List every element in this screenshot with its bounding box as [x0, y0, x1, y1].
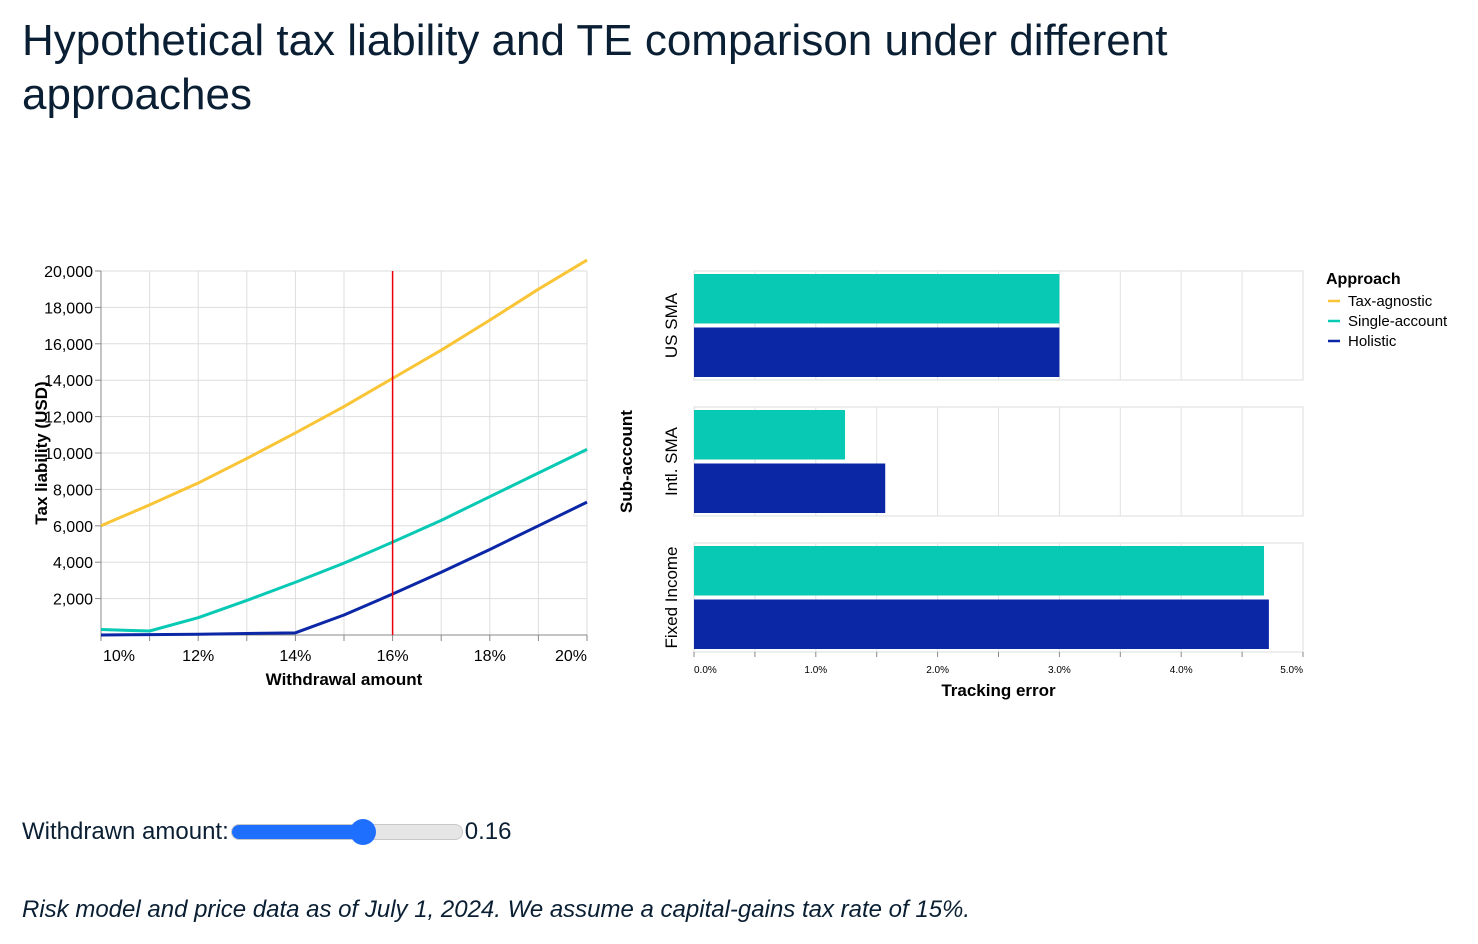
series-line-single-account [100, 448, 588, 633]
slider-thumb[interactable] [349, 819, 376, 845]
withdrawn-amount-control: Withdrawn amount: 0.16 [22, 812, 511, 852]
y-axis-title: Tax liability (USD) [32, 381, 51, 524]
row-label: Intl. SMA [662, 426, 681, 496]
y-tick-label: 8,000 [53, 482, 93, 499]
x-tick-label: 20% [555, 648, 587, 665]
y-tick-label: 2,000 [53, 592, 93, 609]
x-tick-label: 1.0% [804, 665, 827, 676]
bar-us-sma-single-account [694, 274, 1060, 324]
x-tick-label: 14% [279, 648, 311, 665]
series-line-holistic [100, 500, 588, 637]
x-axis-title: Tracking error [941, 681, 1056, 700]
charts-canvas: 2,000 4,000 6,000 8,000 10,000 12,000 14,000 16… [32, 258, 1448, 700]
bar-intl-sma-holistic [694, 463, 886, 513]
y-tick-label: 14,000 [44, 373, 93, 390]
approach-legend: Approach Tax-agnostic Single-account Holist… [1326, 271, 1448, 350]
series-line-tax-agnostic [100, 258, 588, 528]
x-tick-label: 18% [474, 648, 506, 665]
x-tick-label: 2.0% [926, 665, 949, 676]
legend-title: Approach [1326, 271, 1401, 288]
x-axis-title: Withdrawal amount [266, 670, 423, 689]
tracking-error-bar-chart: US SMA Intl. SMA Fixed Income 0.0% 1.0% 2.0% 3… [617, 270, 1304, 700]
slider-label: Withdrawn amount: [22, 818, 229, 845]
bar-us-sma-holistic [694, 327, 1060, 377]
y-tick-label: 16,000 [44, 337, 93, 354]
y-tick-label: 20,000 [44, 264, 93, 281]
footnote: Risk model and price data as of July 1, … [22, 896, 971, 923]
slider-value: 0.16 [464, 818, 512, 845]
row-label: US SMA [662, 292, 681, 358]
y-tick-label: 4,000 [53, 555, 93, 572]
y-tick-label: 18,000 [44, 300, 93, 317]
tax-liability-line-chart: 2,000 4,000 6,000 8,000 10,000 12,000 14,000 16… [32, 258, 588, 689]
legend-item-label: Tax-agnostic [1348, 293, 1433, 310]
legend-item-label: Holistic [1348, 333, 1397, 350]
y-tick-label: 12,000 [44, 410, 93, 427]
x-tick-label: 4.0% [1170, 665, 1193, 676]
page-title: Hypothetical tax liability and TE compar… [22, 16, 1168, 119]
y-tick-label: 6,000 [53, 519, 93, 536]
y-axis-title: Sub-account [617, 410, 636, 513]
bar-intl-sma-single-account [694, 410, 846, 460]
y-tick-label: 10,000 [44, 446, 93, 463]
x-tick-label: 16% [377, 648, 409, 665]
legend-item-label: Single-account [1348, 313, 1448, 330]
row-label: Fixed Income [662, 546, 681, 648]
bar-fixed-income-holistic [694, 599, 1269, 649]
x-tick-label: 12% [182, 648, 214, 665]
x-tick-label: 3.0% [1048, 665, 1071, 676]
x-tick-label: 5.0% [1280, 665, 1303, 676]
x-tick-label: 10% [103, 648, 135, 665]
slider-fill [231, 825, 363, 839]
bar-fixed-income-single-account [694, 546, 1265, 596]
x-tick-label: 0.0% [694, 665, 717, 676]
withdrawn-amount-slider[interactable] [230, 819, 463, 845]
